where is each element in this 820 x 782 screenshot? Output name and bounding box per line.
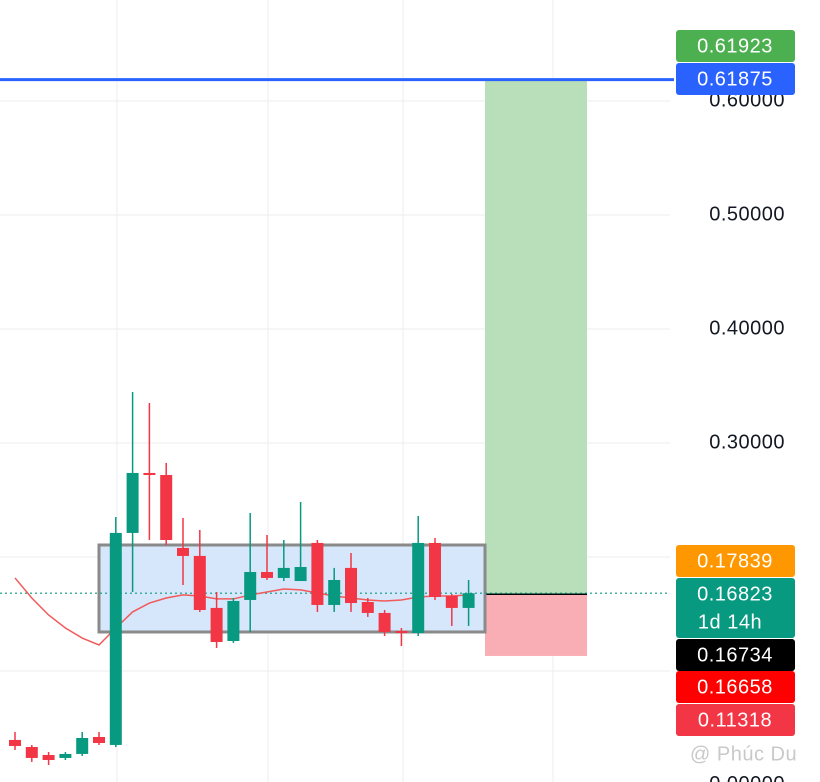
entry-tag: 0.16734 (697, 644, 773, 666)
loss-zone (485, 594, 587, 656)
price-tag-bg (676, 671, 795, 703)
candle-body (445, 595, 458, 608)
candle-body (395, 630, 408, 634)
watermark: @ Phúc Du (690, 743, 797, 765)
price-tag-bg (676, 578, 795, 638)
candle-body (227, 600, 240, 641)
candle-body (429, 542, 441, 597)
candle-body (210, 607, 223, 643)
candle-body (160, 475, 173, 540)
candle-body (412, 542, 425, 634)
line-tag-bg (676, 63, 795, 95)
range-box (97, 543, 487, 634)
price-tag-bg (676, 545, 795, 577)
countdown: 1d 14h (698, 611, 762, 633)
price-tag: 0.17839 (697, 550, 773, 572)
candle-body (42, 754, 55, 760)
price-tag: 0.16823 (697, 583, 773, 605)
candle-body (193, 555, 206, 610)
price-tag: 0.16658 (697, 676, 773, 698)
candle-body (177, 547, 189, 556)
stop-tag: 0.11318 (698, 709, 772, 731)
moving-average (14, 577, 469, 646)
target-tag: 0.61923 (697, 35, 773, 57)
target-tag-bg (676, 30, 795, 62)
candle-body (9, 739, 21, 746)
candle-body (328, 580, 341, 605)
entry-tag-bg (676, 639, 795, 671)
candle-body (59, 753, 72, 758)
candle-body (244, 572, 257, 600)
y-tick-label: 0.40000 (709, 317, 785, 339)
candle-body (76, 737, 89, 754)
y-tick-label: 0.50000 (709, 203, 785, 225)
candle-body (277, 567, 290, 578)
stop-tag-bg (676, 704, 795, 736)
profit-zone (485, 79, 587, 595)
candle-body (311, 542, 324, 605)
candle-body (143, 472, 156, 476)
candle-body (93, 736, 105, 744)
candle-body (361, 602, 374, 613)
candle-body (378, 612, 391, 632)
candle-body (109, 532, 122, 745)
line-tag: 0.61875 (697, 68, 773, 90)
candle-body (126, 472, 139, 533)
y-tick-label: 0.30000 (709, 431, 785, 453)
candle-body (462, 593, 475, 608)
candle-body (345, 567, 357, 604)
candle-body (294, 567, 307, 582)
candle-body (25, 747, 38, 758)
candle-body (261, 572, 273, 578)
